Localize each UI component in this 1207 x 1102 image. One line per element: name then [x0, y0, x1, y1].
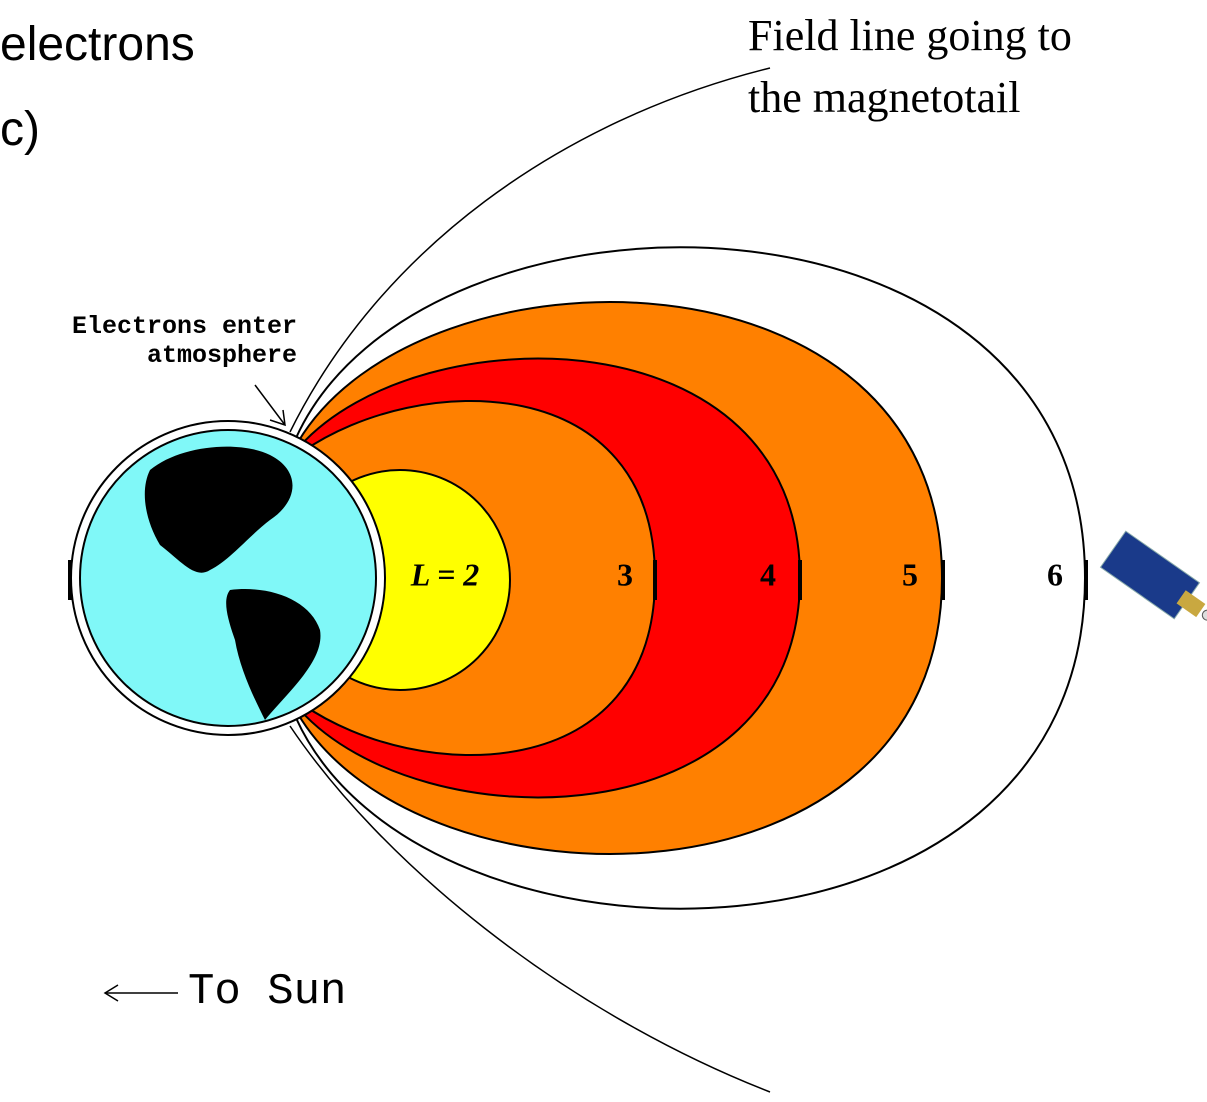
shell-label: 4: [760, 556, 776, 592]
callout: Electrons enter: [72, 312, 297, 341]
shell-label: 3: [617, 556, 633, 592]
field-line: [289, 67, 771, 433]
shell-markers: [68, 560, 1088, 600]
sun-arrow: [103, 984, 178, 1002]
direction-label: To Sun: [188, 967, 346, 1017]
title: electrons: [0, 18, 195, 71]
callout-arrow: [254, 384, 286, 427]
continent: [144, 446, 293, 573]
continent: [226, 589, 321, 720]
satellite: [1099, 530, 1207, 621]
shell-label: 5: [902, 556, 918, 592]
annotation: Field line going to: [748, 11, 1072, 60]
annotation: the magnetotail: [748, 73, 1020, 122]
shell-label: L = 2: [410, 556, 480, 592]
shell-label: 6: [1047, 556, 1063, 592]
field-line: [289, 725, 771, 1093]
title: c): [0, 103, 40, 156]
callout: atmosphere: [147, 341, 297, 370]
